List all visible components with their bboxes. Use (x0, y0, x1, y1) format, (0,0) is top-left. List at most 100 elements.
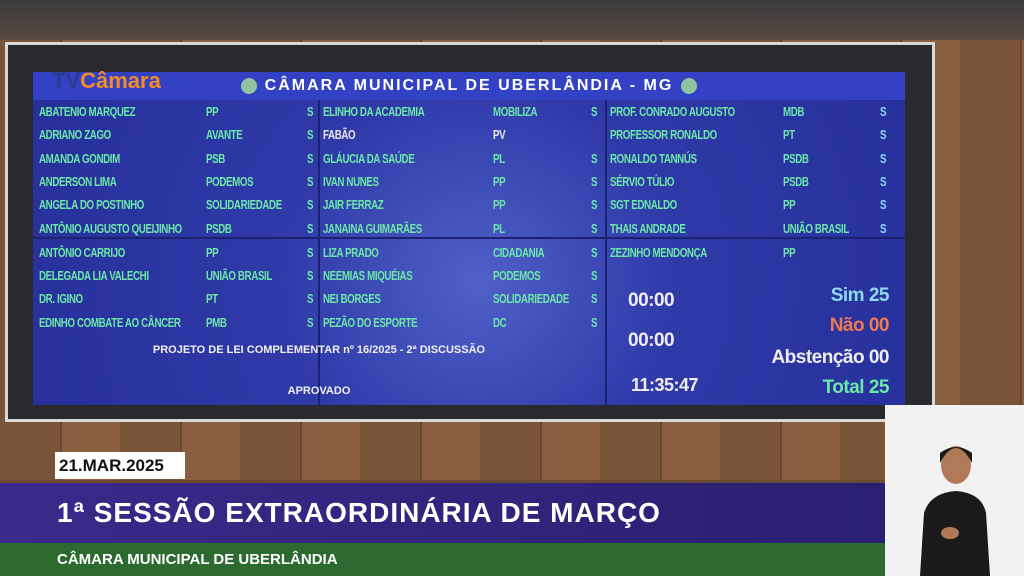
councillor-vote: S (880, 127, 887, 143)
vote-row: NEI BORGES SOLIDARIEDADE S (323, 289, 603, 309)
councillor-party: PP (206, 104, 219, 119)
vote-row: JAIR FERRAZ PP S (323, 195, 603, 215)
timer-2: 00:00 (628, 330, 675, 351)
councillor-name: AMANDA GONDIM (39, 150, 120, 166)
councillor-party: PT (206, 291, 218, 307)
councillor-party: PSDB (206, 220, 232, 236)
nao-count: Não 00 (829, 315, 890, 336)
councillor-party: PODEMOS (206, 173, 254, 189)
ceiling (0, 0, 1024, 40)
councillor-party: CIDADANIA (493, 244, 545, 260)
councillor-name: PEZÃO DO ESPORTE (323, 314, 418, 330)
result-label: APROVADO (287, 385, 351, 397)
vote-row: AMANDA GONDIM PSB S (39, 149, 317, 169)
vote-row: ANTÔNIO CARRIJO PP S (39, 243, 317, 263)
councillor-name: ABATENIO MARQUEZ (39, 104, 136, 119)
councillor-party: PP (783, 197, 796, 213)
councillor-party: PSDB (783, 173, 809, 189)
councillor-name: DR. IGINO (39, 291, 83, 307)
vote-column-3: PROF. CONRADO AUGUSTO MDB S PROFESSOR RONAL… (610, 100, 900, 405)
councillor-vote: S (307, 220, 314, 236)
councillor-name: ANTÔNIO AUGUSTO QUEIJINHO (39, 220, 182, 236)
councillor-party: PT (783, 127, 795, 143)
vote-row: RONALDO TANNÚS PSDB S (610, 149, 900, 169)
councillor-name: ELINHO DA ACADEMIA (323, 104, 425, 119)
vote-column-2: ELINHO DA ACADEMIA MOBILIZA S FABÃO PV GLÁUCI… (323, 100, 603, 405)
councillor-party: SOLIDARIEDADE (206, 197, 282, 213)
councillor-name: SÉRVIO TÚLIO (610, 173, 675, 189)
voting-board: CÂMARA MUNICIPAL DE UBERLÂNDIA - MG ABAT… (33, 72, 905, 405)
councillor-name: FABÃO (323, 127, 356, 143)
councillor-vote: S (591, 314, 598, 330)
vote-row: PROF. CONRADO AUGUSTO MDB S (610, 102, 900, 122)
councillor-name: LIZA PRADO (323, 244, 379, 260)
councillor-name: ANTÔNIO CARRIJO (39, 244, 125, 260)
councillor-party: MDB (783, 104, 805, 119)
councillor-vote: S (880, 173, 887, 189)
councillor-name: IVAN NUNES (323, 173, 379, 189)
councillor-party: PP (493, 173, 506, 189)
councillor-vote: S (307, 314, 314, 330)
project-label: PROJETO DE LEI COMPLEMENTAR nº 16/2025 -… (152, 344, 486, 356)
board-header: CÂMARA MUNICIPAL DE UBERLÂNDIA - MG (33, 72, 905, 100)
clock: 11:35:47 (631, 375, 699, 395)
councillor-vote: S (307, 291, 314, 307)
vote-row: PROFESSOR RONALDO PT S (610, 125, 900, 145)
councillor-name: NEEMIAS MIQUÉIAS (323, 268, 413, 284)
board-title: CÂMARA MUNICIPAL DE UBERLÂNDIA - MG (264, 77, 674, 94)
councillor-vote: S (591, 291, 598, 307)
tv-camara-logo: TVCâmara (52, 68, 161, 93)
vote-row: THAIS ANDRADE UNIÃO BRASIL S (610, 219, 900, 239)
vote-row: GLÁUCIA DA SAÚDE PL S (323, 149, 603, 169)
councillor-party: UNIÃO BRASIL (783, 220, 849, 236)
vote-row: FABÃO PV (323, 125, 603, 145)
vote-row: ELINHO DA ACADEMIA MOBILIZA S (323, 102, 603, 122)
councillor-name: JANAINA GUIMARÃES (323, 220, 422, 236)
councillor-vote: S (591, 268, 598, 284)
councillor-name: NEI BORGES (323, 291, 381, 307)
councillor-vote: S (591, 173, 598, 189)
vote-row: DELEGADA LIA VALECHI UNIÃO BRASIL S (39, 266, 317, 286)
vote-row: JANAINA GUIMARÃES PL S (323, 219, 603, 239)
councillor-name: ANDERSON LIMA (39, 173, 117, 189)
councillor-name: THAIS ANDRADE (610, 220, 686, 236)
councillor-name: JAIR FERRAZ (323, 197, 384, 213)
councillor-name: GLÁUCIA DA SAÚDE (323, 150, 415, 166)
sign-language-interpreter (885, 405, 1024, 576)
councillor-vote: S (880, 150, 887, 166)
councillor-name: PROF. CONRADO AUGUSTO (610, 104, 735, 119)
councillor-party: UNIÃO BRASIL (206, 268, 272, 284)
councillor-party: SOLIDARIEDADE (493, 291, 569, 307)
councillor-party: PMB (206, 314, 227, 330)
councillor-vote: S (591, 104, 598, 119)
councillor-party: PV (493, 127, 506, 143)
councillor-vote: S (307, 197, 314, 213)
councillor-party: PP (783, 244, 796, 260)
sim-count: Sim 25 (830, 285, 890, 306)
vote-row: SÉRVIO TÚLIO PSDB S (610, 172, 900, 192)
councillor-name: ANGELA DO POSTINHO (39, 197, 145, 213)
councillor-party: PL (493, 220, 505, 236)
vote-column-1: ABATENIO MARQUEZ PP S ADRIANO ZAGO AVANTE S AM… (39, 100, 317, 405)
vote-row: LIZA PRADO CIDADANIA S (323, 243, 603, 263)
vote-row: DR. IGINO PT S (39, 289, 317, 309)
councillor-name: RONALDO TANNÚS (610, 150, 697, 166)
councillor-vote: S (307, 104, 314, 119)
councillor-party: AVANTE (206, 127, 243, 143)
divider (605, 100, 607, 405)
divider (318, 100, 320, 405)
vote-row: ANTÔNIO AUGUSTO QUEIJINHO PSDB S (39, 219, 317, 239)
councillor-party: PP (493, 197, 506, 213)
councillor-name: ADRIANO ZAGO (39, 127, 111, 143)
councillor-vote: S (307, 127, 314, 143)
vote-row: NEEMIAS MIQUÉIAS PODEMOS S (323, 266, 603, 286)
vote-row: IVAN NUNES PP S (323, 172, 603, 192)
councillor-vote: S (591, 244, 598, 260)
seal-icon (681, 77, 698, 94)
councillor-party: PL (493, 150, 505, 166)
vote-row: SGT EDNALDO PP S (610, 195, 900, 215)
vote-row: ANDERSON LIMA PODEMOS S (39, 172, 317, 192)
seal-icon (240, 77, 257, 94)
councillor-name: SGT EDNALDO (610, 197, 677, 213)
vote-row: ANGELA DO POSTINHO SOLIDARIEDADE S (39, 195, 317, 215)
